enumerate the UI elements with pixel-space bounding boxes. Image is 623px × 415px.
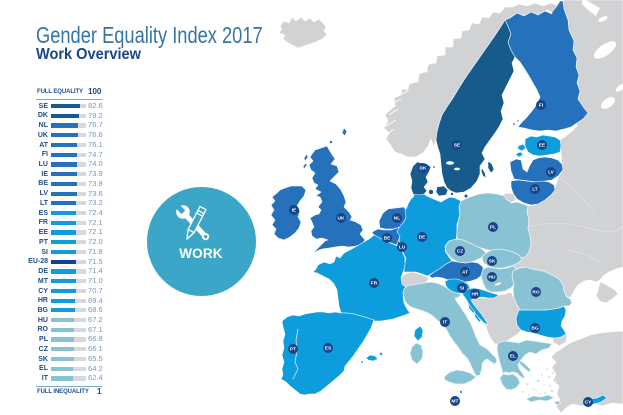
svg-text:DK: DK	[420, 166, 427, 172]
svg-text:PL: PL	[490, 225, 496, 231]
svg-text:HR: HR	[472, 292, 479, 298]
svg-text:SE: SE	[454, 143, 461, 149]
svg-text:HU: HU	[489, 275, 496, 281]
svg-text:LU: LU	[399, 245, 406, 251]
svg-text:MT: MT	[452, 399, 459, 405]
svg-text:DE: DE	[419, 235, 426, 241]
svg-text:EE: EE	[539, 143, 546, 149]
svg-text:AT: AT	[462, 270, 468, 276]
svg-text:BE: BE	[384, 236, 391, 242]
svg-text:CZ: CZ	[457, 249, 463, 255]
svg-text:EL: EL	[510, 354, 516, 360]
svg-text:NL: NL	[394, 216, 400, 222]
svg-text:RO: RO	[532, 290, 539, 296]
svg-text:IT: IT	[443, 320, 447, 326]
svg-text:ES: ES	[325, 346, 332, 352]
svg-text:UK: UK	[338, 216, 345, 222]
svg-text:LV: LV	[548, 170, 555, 176]
svg-text:LT: LT	[532, 187, 538, 193]
svg-text:BG: BG	[531, 326, 538, 332]
svg-text:PT: PT	[290, 347, 296, 353]
svg-text:CY: CY	[585, 400, 592, 406]
svg-text:FI: FI	[539, 103, 544, 109]
svg-text:FR: FR	[371, 281, 378, 287]
svg-text:IE: IE	[292, 208, 297, 214]
svg-text:SI: SI	[460, 286, 465, 292]
svg-text:SK: SK	[489, 259, 496, 265]
